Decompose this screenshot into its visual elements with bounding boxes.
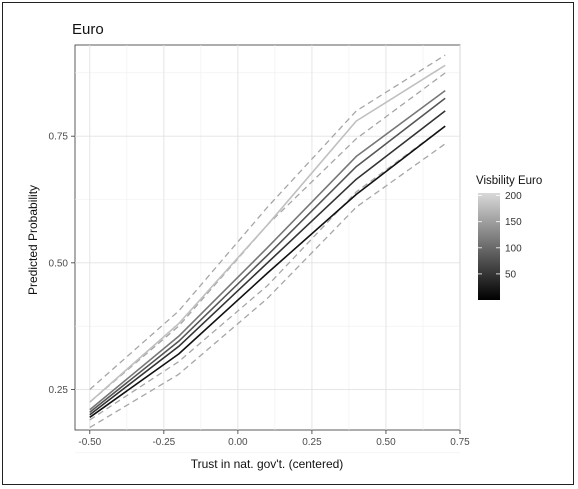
confidence-band-line [89,143,446,429]
grid [75,45,461,454]
x-axis-title: Trust in nat. gov't. (centered) [191,457,344,471]
legend-ticks: 50 100 150 200 [478,191,522,280]
axes: -0.50 -0.25 0.00 0.25 0.50 0.75 0.25 0.50 0.75 [49,132,471,448]
prediction-line [89,97,446,413]
x-tick-label: 0.00 [228,437,248,448]
legend-tick-label: 200 [505,191,522,202]
legend-title: Visbility Euro [476,175,542,187]
confidence-band-line [89,125,446,421]
confidence-band-line [89,54,446,390]
prediction-line [89,110,446,416]
plot-panel [74,44,461,431]
x-tick-label: -0.50 [78,437,101,448]
y-axis-title: Predicted Probability [26,185,40,295]
x-tick-label: -0.25 [152,437,175,448]
prediction-line [89,125,446,418]
x-tick-label: 0.50 [376,437,396,448]
prediction-line [89,89,446,411]
y-tick-label: 0.25 [49,385,69,396]
legend-colorbar [478,193,500,300]
legend: Visbility Euro 50 100 150 200 [476,175,542,300]
x-tick-label: 0.75 [450,437,470,448]
x-tick-label: 0.25 [302,437,322,448]
prediction-line [89,64,446,403]
chart-title: Euro [72,21,104,38]
legend-tick-label: 50 [505,269,517,280]
y-tick-label: 0.75 [49,132,69,143]
series-group [89,54,446,429]
legend-tick-label: 100 [505,243,522,254]
legend-tick-label: 150 [505,217,522,228]
y-tick-label: 0.50 [49,258,69,269]
